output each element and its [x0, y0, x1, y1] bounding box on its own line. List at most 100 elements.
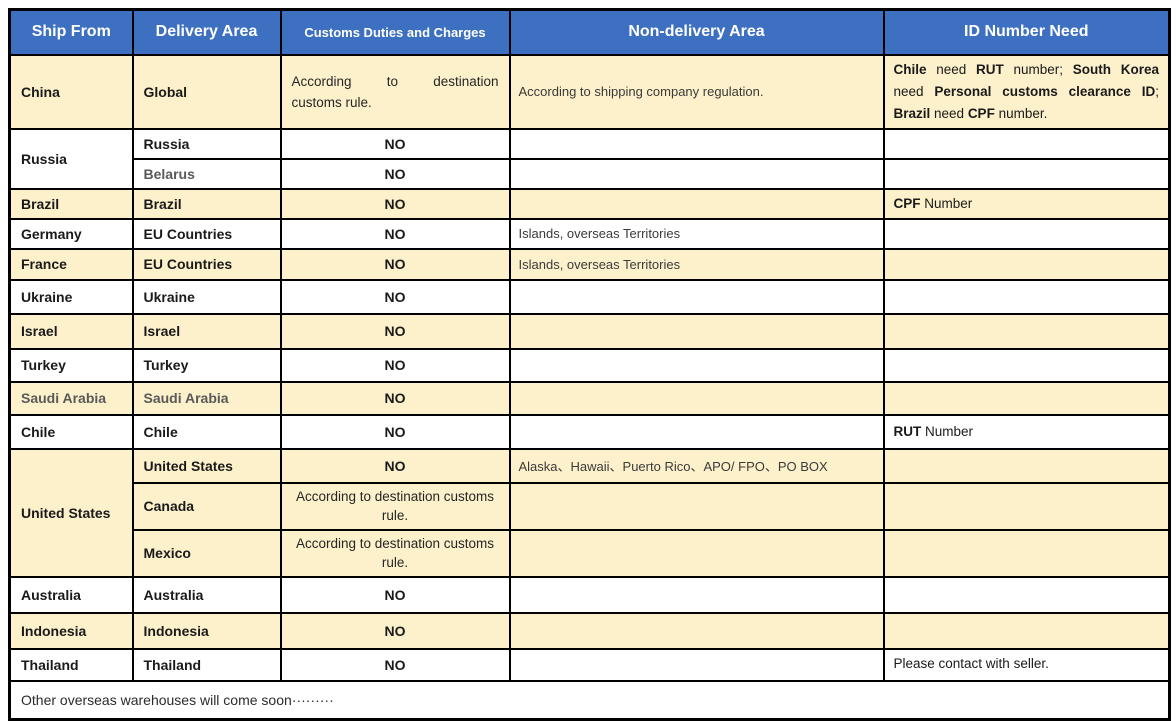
cell-ship-from-chile: Chile: [8, 413, 134, 450]
cell-non-delivery-belarus: [508, 157, 885, 190]
cell-id-saudi-arabia: [882, 380, 1171, 416]
cell-delivery-turkey: Turkey: [131, 347, 282, 383]
cell-id-france: [882, 247, 1171, 281]
cell-ship-from-france: France: [8, 247, 134, 281]
cell-id-united-states: [882, 447, 1171, 484]
cell-delivery-chile: Chile: [131, 413, 282, 450]
cell-id-russia: [882, 127, 1171, 160]
cell-delivery-ukraine: Ukraine: [131, 278, 282, 315]
cell-non-delivery-turkey: [508, 347, 885, 383]
table-row: Canada According to destination customs …: [10, 481, 1171, 531]
header-row: Ship From Delivery Area Customs Duties a…: [8, 8, 1171, 56]
table-row: France EU Countries NO Islands, overseas…: [8, 247, 1171, 281]
cell-non-delivery-germany: Islands, overseas Territories: [508, 217, 885, 250]
cell-delivery-global: Global: [131, 53, 282, 130]
cell-delivery-canada: Canada: [131, 481, 282, 531]
cell-customs-saudi-arabia: NO: [279, 380, 511, 416]
cell-customs-chile: NO: [279, 413, 511, 450]
cell-customs-mexico: According to destination customs rule.: [279, 528, 511, 578]
cell-ship-from-russia: Russia: [8, 127, 134, 190]
cell-non-delivery-china: According to shipping company regulation…: [508, 53, 885, 130]
cell-id-germany: [882, 217, 1171, 250]
cell-customs-china: According to destination customs rule.: [279, 53, 511, 130]
cell-customs-indonesia: NO: [279, 611, 511, 650]
table-row: Mexico According to destination customs …: [10, 528, 1171, 578]
cell-ship-from-saudi-arabia: Saudi Arabia: [8, 380, 134, 416]
cell-ship-from-thailand: Thailand: [8, 647, 134, 682]
cell-customs-australia: NO: [279, 575, 511, 614]
cell-id-brazil: CPF Number: [882, 187, 1171, 220]
cell-ship-from-indonesia: Indonesia: [8, 611, 134, 650]
header-ship-from: Ship From: [8, 8, 134, 56]
cell-customs-united-states: NO: [279, 447, 511, 484]
cell-non-delivery-canada: [508, 481, 885, 531]
cell-ship-from-united-states: United States: [8, 447, 134, 578]
cell-non-delivery-united-states: Alaska、Hawaii、Puerto Rico、APO/ FPO、PO BO…: [508, 447, 885, 484]
cell-ship-from-germany: Germany: [8, 217, 134, 250]
cell-customs-brazil: NO: [279, 187, 511, 220]
cell-delivery-israel: Israel: [131, 312, 282, 350]
table-row: Brazil Brazil NO CPF Number: [8, 187, 1171, 220]
header-customs-duties: Customs Duties and Charges: [279, 8, 511, 56]
cell-id-turkey: [882, 347, 1171, 383]
cell-customs-france: NO: [279, 247, 511, 281]
cell-delivery-saudi-arabia: Saudi Arabia: [131, 380, 282, 416]
cell-customs-ukraine: NO: [279, 278, 511, 315]
footer-note: Other overseas warehouses will come soon…: [8, 679, 1171, 721]
cell-delivery-germany: EU Countries: [131, 217, 282, 250]
table-row: Germany EU Countries NO Islands, oversea…: [8, 217, 1171, 250]
cell-ship-from-brazil: Brazil: [8, 187, 134, 220]
table-row: United States United States NO Alaska、Ha…: [8, 447, 1171, 578]
cell-customs-russia: NO: [279, 127, 511, 160]
cell-non-delivery-mexico: [508, 528, 885, 578]
header-non-delivery-area: Non-delivery Area: [508, 8, 885, 56]
cell-id-australia: [882, 575, 1171, 614]
cell-ship-from-israel: Israel: [8, 312, 134, 350]
table-row: Ukraine Ukraine NO: [8, 278, 1171, 315]
cell-non-delivery-saudi-arabia: [508, 380, 885, 416]
cell-non-delivery-indonesia: [508, 611, 885, 650]
cell-id-ukraine: [882, 278, 1171, 315]
cell-ship-from-ukraine: Ukraine: [8, 278, 134, 315]
cell-id-canada: [882, 481, 1171, 531]
cell-customs-canada: According to destination customs rule.: [279, 481, 511, 531]
table-row: Australia Australia NO: [8, 575, 1171, 614]
cell-non-delivery-israel: [508, 312, 885, 350]
cell-non-delivery-australia: [508, 575, 885, 614]
cell-non-delivery-russia: [508, 127, 885, 160]
cell-id-belarus: [882, 157, 1171, 190]
cell-delivery-france: EU Countries: [131, 247, 282, 281]
cell-delivery-russia: Russia: [131, 127, 282, 160]
cell-non-delivery-france: Islands, overseas Territories: [508, 247, 885, 281]
table-row: Belarus NO: [10, 157, 1171, 190]
cell-id-thailand: Please contact with seller.: [882, 647, 1171, 682]
cell-id-indonesia: [882, 611, 1171, 650]
cell-delivery-united-states: United States: [131, 447, 282, 484]
table-row: Saudi Arabia Saudi Arabia NO: [8, 380, 1171, 416]
table-row: China Global According to destination cu…: [8, 53, 1171, 130]
customs-line-2: customs rule.: [291, 94, 372, 110]
cell-customs-germany: NO: [279, 217, 511, 250]
header-id-number-need: ID Number Need: [882, 8, 1171, 56]
cell-delivery-mexico: Mexico: [131, 528, 282, 578]
cell-ship-from-china: China: [8, 53, 134, 130]
table-row: Turkey Turkey NO: [8, 347, 1171, 383]
table-row: Chile Chile NO RUT Number: [8, 413, 1171, 450]
cell-delivery-thailand: Thailand: [131, 647, 282, 682]
cell-id-israel: [882, 312, 1171, 350]
cell-non-delivery-brazil: [508, 187, 885, 220]
cell-id-chile: RUT Number: [882, 413, 1171, 450]
cell-non-delivery-thailand: [508, 647, 885, 682]
table-row: Israel Israel NO: [8, 312, 1171, 350]
cell-non-delivery-ukraine: [508, 278, 885, 315]
cell-customs-israel: NO: [279, 312, 511, 350]
table-row: Indonesia Indonesia NO: [8, 611, 1171, 650]
cell-customs-turkey: NO: [279, 347, 511, 383]
cell-customs-belarus: NO: [279, 157, 511, 190]
cell-delivery-brazil: Brazil: [131, 187, 282, 220]
cell-non-delivery-chile: [508, 413, 885, 450]
cell-ship-from-turkey: Turkey: [8, 347, 134, 383]
shipping-table-container: Ship From Delivery Area Customs Duties a…: [8, 8, 1171, 721]
cell-delivery-belarus: Belarus: [131, 157, 282, 190]
cell-delivery-indonesia: Indonesia: [131, 611, 282, 650]
